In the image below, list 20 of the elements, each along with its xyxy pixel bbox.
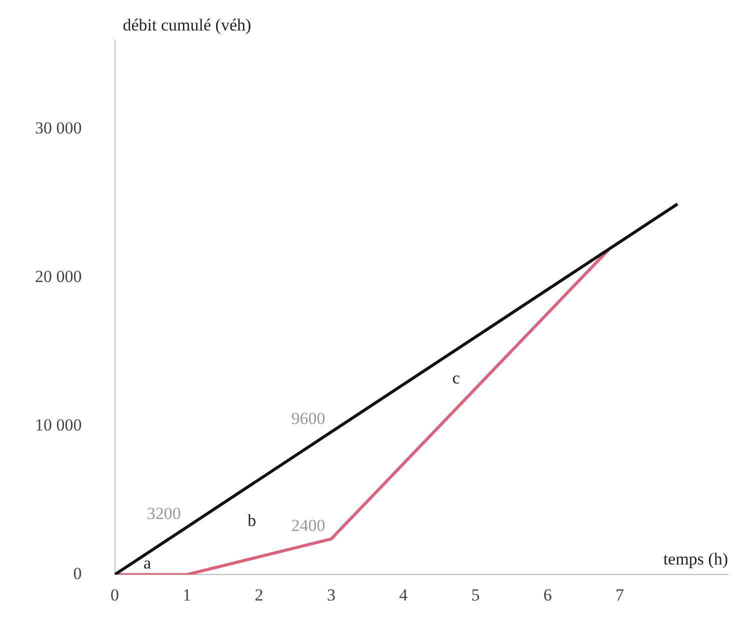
x-tick-label: 4 <box>399 585 408 604</box>
x-tick-label: 5 <box>471 585 480 604</box>
x-tick-label: 2 <box>254 585 264 604</box>
y-tick-label: 20 000 <box>35 267 82 286</box>
annotation: c <box>452 368 460 388</box>
x-tick-label: 7 <box>616 585 625 604</box>
x-axis-title: temps (h) <box>663 550 728 569</box>
x-tick-label: 6 <box>543 585 552 604</box>
y-axis-title: débit cumulé (véh) <box>122 15 252 34</box>
x-tick-label: 0 <box>110 585 119 604</box>
y-tick-label: 30 000 <box>35 118 82 138</box>
y-tick-label: 0 <box>73 564 82 584</box>
annotation: a <box>143 553 152 572</box>
x-tick-label: 1 <box>182 585 192 604</box>
y-tick-label: 10 000 <box>35 416 82 435</box>
data-label: 2400 <box>291 516 326 535</box>
data-label: 3200 <box>146 504 181 524</box>
x-tick-label: 3 <box>326 585 336 604</box>
data-label: 9600 <box>291 409 326 428</box>
annotation: b <box>248 510 256 530</box>
